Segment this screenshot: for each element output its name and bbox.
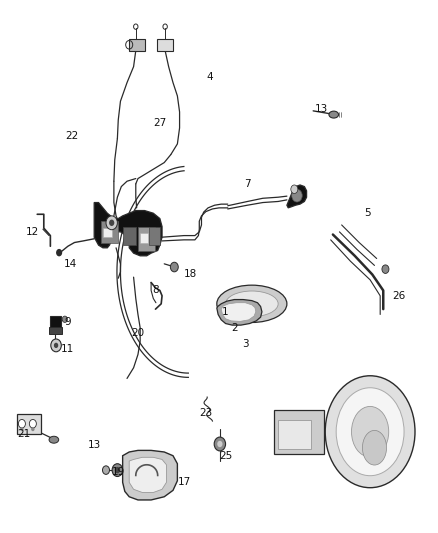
Ellipse shape	[362, 431, 387, 465]
Bar	[278, 420, 311, 449]
Text: 19: 19	[112, 467, 125, 477]
Polygon shape	[94, 203, 162, 256]
Text: 1: 1	[222, 307, 229, 317]
Bar	[140, 233, 148, 243]
Polygon shape	[221, 303, 256, 321]
Ellipse shape	[49, 436, 59, 443]
Text: 4: 4	[207, 72, 214, 82]
Bar	[157, 39, 173, 51]
Text: 9: 9	[64, 318, 71, 327]
Circle shape	[51, 339, 61, 352]
Bar	[274, 410, 324, 454]
Ellipse shape	[226, 291, 278, 317]
Bar	[138, 227, 155, 251]
Bar	[101, 221, 118, 243]
Circle shape	[102, 466, 110, 474]
Circle shape	[112, 464, 123, 477]
Circle shape	[54, 343, 58, 348]
Ellipse shape	[325, 376, 415, 488]
Text: 13: 13	[88, 440, 101, 450]
Bar	[129, 39, 145, 51]
Text: 3: 3	[242, 339, 249, 349]
Text: 26: 26	[392, 291, 405, 301]
Text: 22: 22	[66, 131, 79, 141]
Circle shape	[56, 249, 62, 256]
Text: 2: 2	[231, 323, 238, 333]
Circle shape	[382, 265, 389, 273]
Ellipse shape	[351, 406, 389, 457]
Circle shape	[106, 216, 117, 230]
Circle shape	[170, 262, 178, 272]
Text: 7: 7	[244, 179, 251, 189]
Circle shape	[20, 427, 24, 431]
Text: 21: 21	[18, 430, 31, 439]
Text: 5: 5	[364, 208, 371, 218]
Bar	[49, 327, 62, 334]
Circle shape	[291, 185, 298, 193]
Bar	[50, 316, 61, 328]
Text: 25: 25	[219, 451, 232, 461]
Ellipse shape	[217, 285, 287, 322]
Bar	[103, 228, 112, 237]
Circle shape	[31, 427, 35, 431]
Polygon shape	[287, 185, 307, 208]
Bar	[149, 227, 160, 245]
Circle shape	[214, 437, 226, 451]
Ellipse shape	[336, 388, 404, 476]
Bar	[123, 227, 136, 245]
Ellipse shape	[329, 111, 339, 118]
Text: 13: 13	[315, 104, 328, 114]
Text: 18: 18	[184, 270, 197, 279]
Text: 17: 17	[177, 478, 191, 487]
Text: 14: 14	[64, 259, 77, 269]
Polygon shape	[123, 450, 177, 500]
Text: 23: 23	[199, 408, 212, 418]
Circle shape	[62, 316, 67, 322]
Polygon shape	[217, 300, 262, 325]
Text: 27: 27	[153, 118, 166, 127]
Circle shape	[292, 189, 302, 202]
Text: 11: 11	[61, 344, 74, 354]
Circle shape	[18, 419, 25, 428]
Circle shape	[109, 220, 114, 226]
Circle shape	[29, 419, 36, 428]
Text: 12: 12	[26, 227, 39, 237]
Circle shape	[217, 441, 223, 447]
Text: 8: 8	[152, 286, 159, 295]
Circle shape	[115, 467, 120, 473]
Bar	[17, 414, 41, 434]
Polygon shape	[129, 457, 166, 492]
Text: 20: 20	[131, 328, 145, 338]
